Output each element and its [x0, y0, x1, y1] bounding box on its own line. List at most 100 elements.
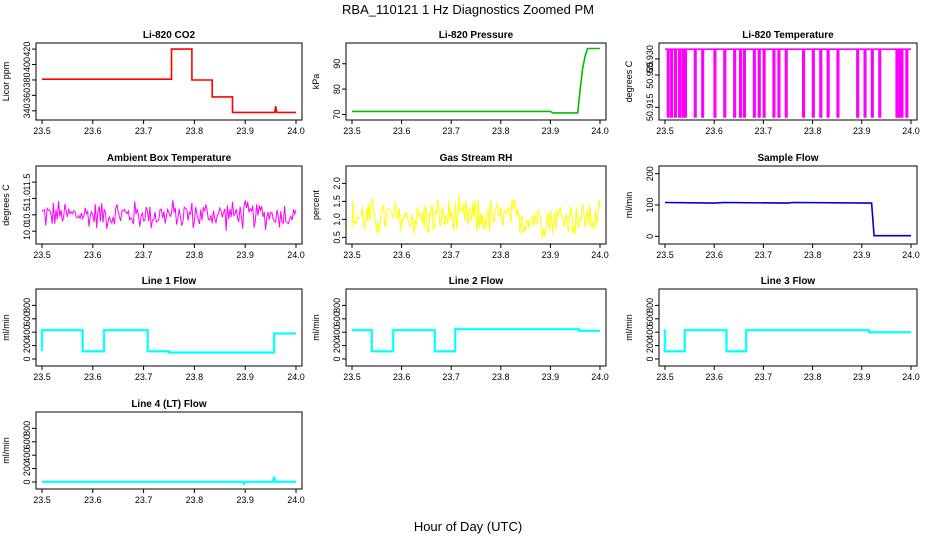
x-tick-label: 23.8: [186, 250, 204, 260]
x-tick-label: 24.0: [591, 250, 609, 260]
series-line-line-1-flow: [41, 329, 296, 354]
x-tick-label: 23.8: [492, 250, 510, 260]
plot-frame: [35, 165, 303, 245]
x-tick-label: 23.6: [84, 250, 102, 260]
x-tick-label: 23.7: [442, 126, 460, 136]
x-tick-label: 23.9: [236, 126, 254, 136]
y-tick-label: 0: [332, 356, 342, 361]
y-axis-label: kPa: [311, 74, 321, 90]
x-tick-label: 24.0: [287, 250, 305, 260]
x-tick-label: 23.6: [84, 126, 102, 136]
x-tick-label: 23.5: [656, 126, 674, 136]
y-tick-label: 0: [22, 356, 32, 361]
panel-title: Gas Stream RH: [440, 153, 513, 164]
x-tick-label: 23.6: [705, 372, 723, 382]
panel-title: Li-820 Temperature: [742, 30, 834, 41]
x-tick-label: 23.5: [343, 126, 361, 136]
y-axis-label: ml/min: [311, 314, 321, 341]
plot-frame: [658, 288, 918, 367]
plot-frame: [35, 42, 303, 121]
x-tick-label: 23.8: [804, 372, 822, 382]
x-tick-label: 23.8: [186, 495, 204, 505]
panel-sample-flow: Sample Flow ml/min 23.5 23.6 23.7 23.8 23.9 24.…: [624, 153, 920, 260]
plot-frame: [345, 165, 607, 245]
panel-title: Line 2 Flow: [449, 276, 504, 287]
x-tick-label: 23.7: [755, 126, 773, 136]
y-tick-label: 0: [22, 479, 32, 484]
y-tick-label: 2.0: [332, 177, 342, 190]
panel-grid: Li-820 CO2 Licor ppm 23.5 23.6 23.7 23.8 23.9 2…: [1, 30, 920, 505]
x-tick-label: 23.8: [804, 250, 822, 260]
x-tick-label: 23.7: [442, 250, 460, 260]
panel-title: Line 1 Flow: [142, 276, 197, 287]
series-band-line-1-flow: [40, 328, 296, 354]
y-tick-label: 0.5: [332, 231, 342, 244]
y-tick-label: 400: [22, 57, 32, 72]
panel-title: Ambient Box Temperature: [107, 153, 232, 164]
y-tick-label: 600: [645, 311, 655, 326]
x-tick-label: 23.6: [393, 126, 411, 136]
x-tick-label: 23.6: [393, 372, 411, 382]
y-tick-label: 420: [22, 42, 32, 57]
panel-line-1-flow: Line 1 Flow ml/min 23.5 23.6 23.7 23.8 23.9 24.…: [1, 276, 305, 382]
x-tick-label: 23.6: [393, 250, 411, 260]
panel-li-820-pressure: Li-820 Pressure kPa 23.5 23.6 23.7 23.8 23.9 24…: [311, 30, 609, 136]
y-tick-label: 80: [332, 84, 342, 94]
y-axis-label: ml/min: [1, 314, 11, 341]
y-tick-label: 10.5: [22, 206, 32, 224]
x-tick-label: 23.9: [236, 250, 254, 260]
x-tick-label: 23.9: [236, 372, 254, 382]
plot-frame: [345, 288, 607, 367]
x-tick-label: 24.0: [287, 126, 305, 136]
panel-line-3-flow: Line 3 Flow ml/min 23.5 23.6 23.7 23.8 23.9 24.…: [624, 276, 920, 382]
y-axis-label: degrees C: [1, 184, 11, 226]
y-tick-label: 400: [22, 325, 32, 340]
x-tick-label: 23.5: [343, 250, 361, 260]
x-tick-label: 23.8: [492, 126, 510, 136]
series-line-li-820-temperature: [665, 48, 911, 118]
x-tick-label: 23.7: [442, 372, 460, 382]
y-tick-label: 400: [332, 325, 342, 340]
y-axis-label: ml/min: [624, 314, 634, 341]
panel-li-820-temperature: Li-820 Temperature degrees C 23.5 23.6 23.7 2…: [624, 30, 920, 136]
y-axis-label: ml/min: [624, 192, 634, 219]
panel-line-4-lt-flow: Line 4 (LT) Flow ml/min 23.5 23.6 23.7 23.8 23…: [1, 399, 305, 505]
x-tick-label: 24.0: [591, 372, 609, 382]
y-tick-label: 800: [645, 298, 655, 313]
plot-frame: [35, 411, 303, 490]
x-tick-label: 23.8: [186, 372, 204, 382]
y-tick-label: 800: [22, 421, 32, 436]
y-tick-label: 200: [22, 461, 32, 476]
plot-frame: [658, 42, 918, 121]
figure-title: RBA_110121 1 Hz Diagnostics Zoomed PM: [342, 2, 594, 17]
plot-frame: [658, 165, 918, 245]
y-tick-label: 90: [332, 59, 342, 69]
x-tick-label: 23.9: [853, 372, 871, 382]
y-tick-label: 0: [645, 356, 655, 361]
y-tick-label: 400: [645, 325, 655, 340]
x-tick-label: 23.6: [84, 372, 102, 382]
series-band-line-3-flow: [663, 328, 911, 353]
panel-title: Sample Flow: [757, 153, 818, 164]
y-tick-label: 50.915: [645, 94, 655, 122]
x-tick-label: 23.7: [135, 372, 153, 382]
x-tick-label: 24.0: [591, 126, 609, 136]
y-tick-label: 600: [22, 434, 32, 449]
panel-title: Li-820 CO2: [143, 30, 196, 41]
y-axis-label: ml/min: [1, 437, 11, 464]
x-tick-label: 23.5: [33, 495, 51, 505]
y-tick-label: 800: [332, 298, 342, 313]
panel-title: Li-820 Pressure: [439, 30, 514, 41]
series-line-line-2-flow: [352, 328, 600, 353]
x-tick-label: 23.9: [542, 126, 560, 136]
y-tick-label: 11.5: [22, 174, 32, 191]
y-tick-label: 70: [332, 109, 342, 119]
x-tick-label: 23.9: [236, 495, 254, 505]
y-tick-label: 340: [22, 103, 32, 118]
y-tick-label: 11.0: [22, 190, 32, 207]
y-tick-label: 600: [22, 311, 32, 326]
series-line-li-820-pressure: [352, 47, 600, 114]
series-band-line-2-flow: [352, 327, 600, 353]
y-tick-label: 50.925: [645, 61, 655, 89]
y-tick-label: 200: [645, 166, 655, 181]
